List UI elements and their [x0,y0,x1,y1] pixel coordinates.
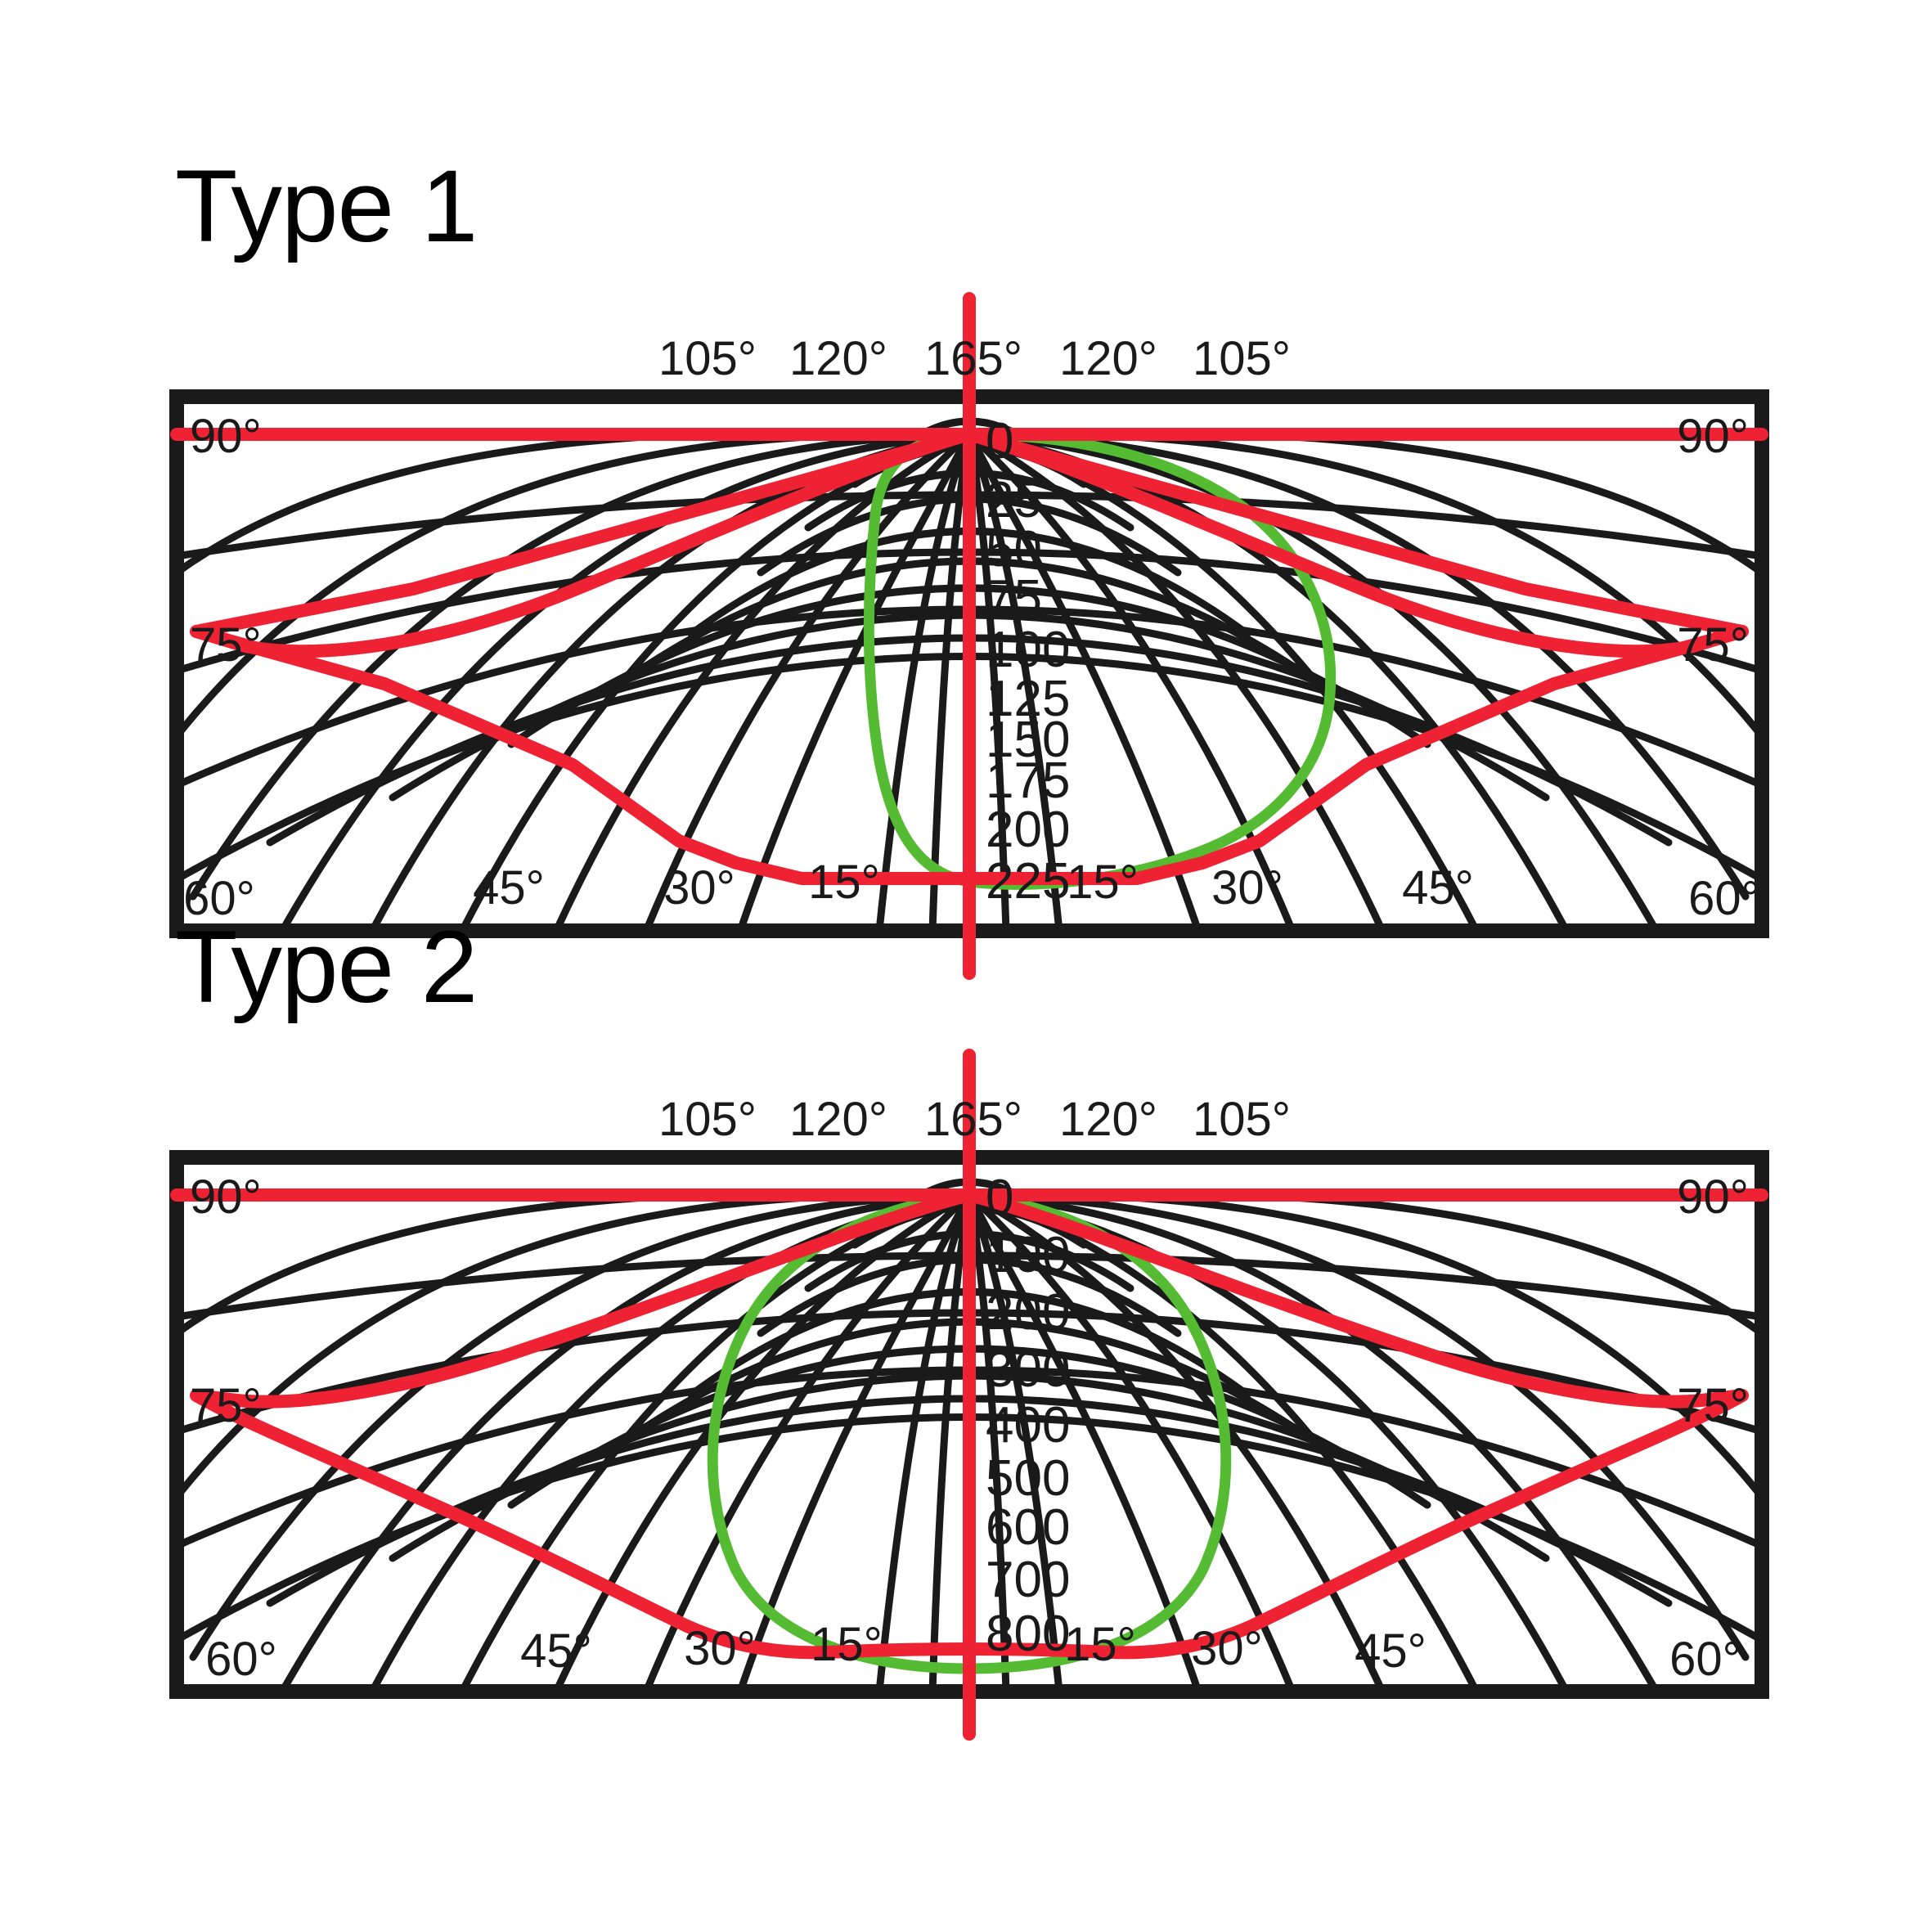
chart-1-rlabel-5: 125 [986,671,1070,727]
chart-2-bottom-label-4: 15° [1064,1618,1136,1671]
chart-2-bottom-label-5: 30° [1191,1622,1263,1675]
chart-1-top-label-1: 120° [789,332,887,385]
chart-1-bottom-label-2: 30° [663,861,735,914]
chart-1-bottom-label-6: 45° [1402,861,1474,914]
chart-1-rlabel-2: 50 [986,521,1042,577]
chart-1-radial-labels: 0 25 50 75 100 125 150 175 200 225 [986,413,1070,910]
chart-1-rlabel-6: 150 [986,712,1070,768]
chart-1-rlabel-0: 0 [986,413,1013,470]
chart-2-rlabel-5: 500 [986,1450,1070,1507]
chart-1-bottom-label-1: 45° [473,861,545,914]
chart-1-top-label-2: 165° [924,332,1022,385]
chart-2-rlabel-3: 300 [986,1341,1070,1398]
chart-2-rlabel-2: 200 [986,1284,1070,1341]
chart-2-top-label-0: 105° [658,1093,757,1146]
chart-1-bottom-label-5: 30° [1211,861,1283,914]
chart-2-curve-c0-right [963,1188,1749,1660]
chart-1-bottom-label-0: 60° [183,872,255,925]
chart-2-top-label-3: 120° [1059,1093,1157,1146]
chart-1-rlabel-7: 175 [986,753,1070,809]
polar-diagram-type-2: Type 2 [0,761,1932,1742]
chart-1-rlabel-3: 75 [986,570,1042,627]
chart-2-radial-labels: 0 100 200 300 400 500 600 700 800 [986,1170,1070,1662]
chart-2-bottom-label-7: 60° [1669,1633,1741,1686]
chart-1-bottom-label-4: 15° [1067,856,1139,909]
chart-1-curve-c0-body [190,428,976,658]
chart-2-curve-c0-left [190,1188,976,1660]
chart-1-top-label-0: 105° [658,332,757,385]
chart-2-side-labels: 90° 75° 90° 75° [190,1170,1749,1432]
chart-2-rlabel-8: 800 [986,1606,1070,1662]
chart-2-bottom-label-3: 15° [811,1618,883,1671]
chart-1-rlabel-4: 100 [986,622,1070,678]
chart-title-type-1: Type 1 [175,150,478,263]
chart-2-right-label-75: 75° [1677,1379,1749,1432]
chart-2-rlabel-0: 0 [986,1170,1013,1226]
chart-2-top-label-2: 165° [924,1093,1022,1146]
chart-1-bottom-labels: 60° 45° 30° 15° 15° 30° 45° 60° [183,856,1760,925]
chart-1-curve-c0-body-right [963,428,1749,658]
chart-2-rlabel-4: 400 [986,1397,1070,1453]
chart-2-rlabel-1: 100 [986,1227,1070,1283]
chart-2-rlabel-6: 600 [986,1499,1070,1556]
chart-2-svg: 0 100 200 300 400 500 600 700 800 105° 1… [169,1049,1769,1741]
chart-1-right-label-90: 90° [1677,410,1749,463]
chart-1-top-labels: 105° 120° 165° 120° 105° [658,332,1291,385]
chart-2-bottom-labels: 60° 45° 30° 15° 15° 30° 45° 60° [205,1618,1741,1686]
chart-2-bottom-label-0: 60° [205,1633,277,1686]
chart-1-rlabel-1: 25 [986,472,1042,528]
chart-1-top-label-4: 105° [1193,332,1291,385]
chart-2-top-label-1: 120° [789,1093,887,1146]
chart-1-rlabel-9: 225 [986,853,1070,910]
chart-2-top-labels: 105° 120° 165° 120° 105° [658,1093,1291,1146]
chart-1-svg: 0 25 50 75 100 125 150 175 200 225 105° … [169,292,1769,980]
chart-1-bottom-label-7: 60° [1688,872,1760,925]
chart-1-top-label-3: 120° [1059,332,1157,385]
chart-2-left-label-75: 75° [190,1379,262,1432]
chart-title-type-2: Type 2 [175,910,478,1024]
chart-2-rlabel-7: 700 [986,1552,1070,1608]
chart-2-left-label-90: 90° [190,1170,262,1224]
chart-1-side-labels: 90° 75° 90° 75° [190,410,1749,672]
chart-2-bottom-label-2: 30° [684,1622,756,1675]
chart-1-bottom-label-3: 15° [808,856,880,909]
chart-1-left-label-75: 75° [190,618,262,672]
chart-1-right-label-75: 75° [1677,618,1749,672]
chart-1-rlabel-8: 200 [986,802,1070,858]
chart-2-bottom-label-6: 45° [1355,1624,1427,1678]
chart-2-right-label-90: 90° [1677,1170,1749,1224]
chart-2-top-label-4: 105° [1193,1093,1291,1146]
chart-2-bottom-label-1: 45° [520,1624,592,1678]
polar-diagram-type-1: Type 1 [169,150,1769,980]
chart-1-left-label-90: 90° [190,410,262,463]
